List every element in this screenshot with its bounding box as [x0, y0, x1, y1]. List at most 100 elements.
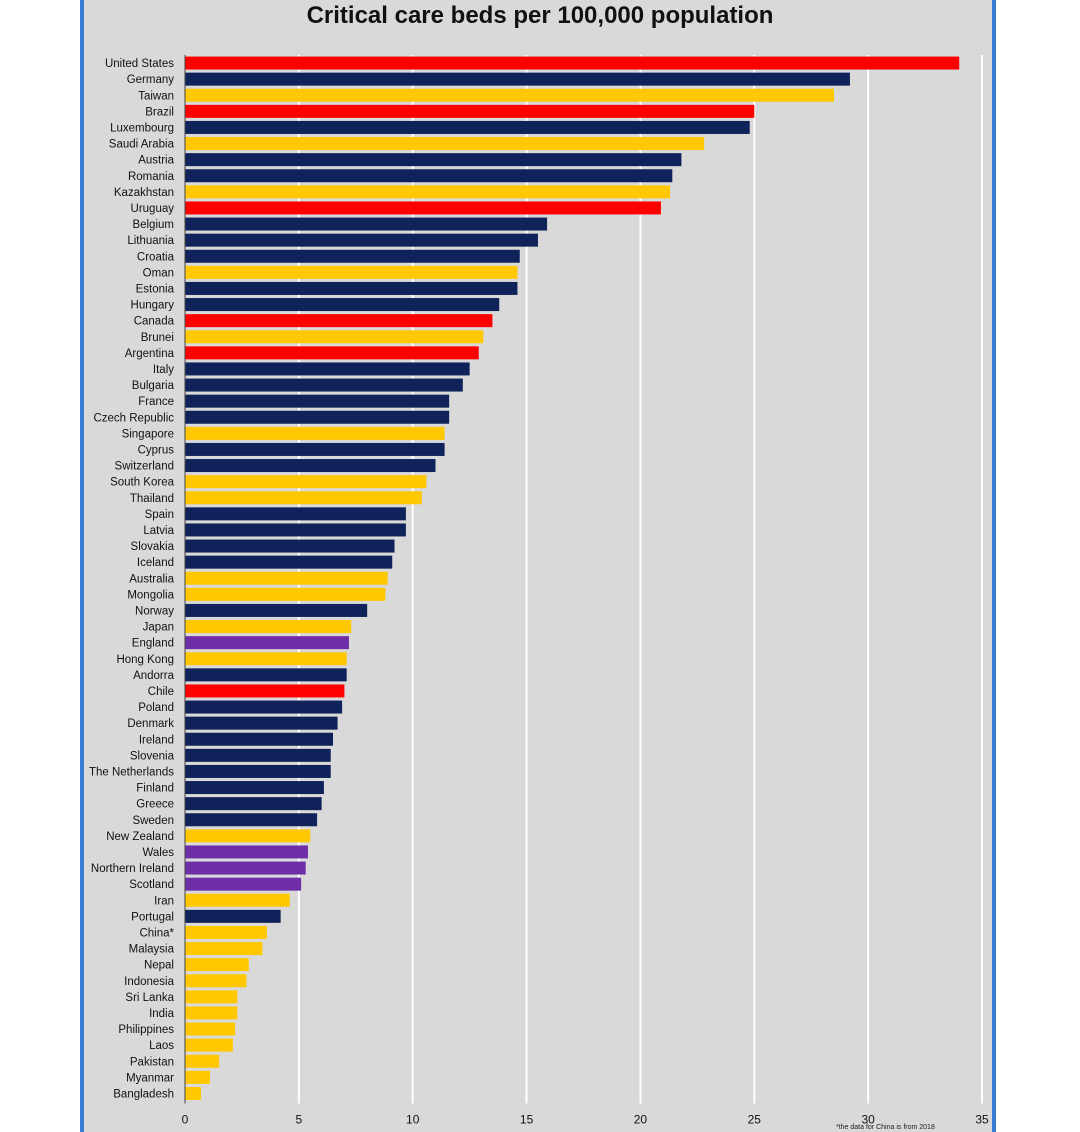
bar	[185, 88, 834, 102]
bar	[185, 845, 308, 859]
category-label: Slovakia	[131, 541, 175, 553]
bar	[185, 716, 338, 730]
x-tick-label: 35	[975, 1113, 989, 1127]
category-label: Iran	[154, 895, 174, 907]
category-label: Oman	[143, 267, 174, 279]
bar	[185, 378, 463, 392]
category-label: Austria	[138, 155, 174, 167]
category-label: Croatia	[137, 251, 175, 263]
category-label: Slovenia	[130, 750, 175, 762]
bar	[185, 153, 682, 167]
bar	[185, 1086, 201, 1100]
category-label: Estonia	[136, 283, 175, 295]
category-label: Chile	[148, 686, 174, 698]
category-label: Argentina	[125, 348, 175, 360]
category-label: Belgium	[132, 219, 174, 231]
category-label: Cyprus	[138, 444, 175, 456]
category-label: Portugal	[131, 911, 174, 923]
category-label: Singapore	[122, 428, 174, 440]
bar	[185, 539, 395, 553]
bar	[185, 603, 368, 617]
bar	[185, 217, 548, 231]
category-label: Bangladesh	[113, 1088, 174, 1100]
x-tick-label: 0	[182, 1113, 189, 1127]
bar	[185, 1038, 233, 1052]
bar	[185, 56, 960, 70]
bar	[185, 459, 436, 473]
category-label: Lithuania	[127, 235, 174, 247]
bar	[185, 877, 302, 891]
category-label: Germany	[127, 74, 175, 86]
x-tick-label: 25	[748, 1113, 762, 1127]
bar	[185, 893, 290, 907]
bar	[185, 523, 406, 537]
x-tick-label: 5	[296, 1113, 303, 1127]
bar	[185, 1022, 236, 1036]
bar	[185, 314, 493, 328]
bar	[185, 829, 311, 843]
bar	[185, 72, 850, 86]
category-label: Laos	[149, 1040, 174, 1052]
bar	[185, 587, 386, 601]
category-label: The Netherlands	[89, 766, 174, 778]
bar	[185, 507, 406, 521]
category-label: Bulgaria	[132, 380, 175, 392]
category-label: Spain	[145, 509, 174, 521]
bar	[185, 748, 331, 762]
category-label: Sri Lanka	[125, 992, 174, 1004]
bar	[185, 1006, 238, 1020]
category-label: United States	[105, 58, 174, 70]
chart-footnote: *the data for China is from 2018	[836, 1124, 935, 1131]
category-label: Denmark	[127, 718, 174, 730]
category-label: Malaysia	[129, 944, 175, 956]
bar	[185, 298, 500, 312]
bar	[185, 652, 347, 666]
category-label: South Korea	[110, 477, 175, 489]
category-label: Romania	[128, 171, 175, 183]
bar	[185, 571, 388, 585]
x-tick-label: 20	[634, 1113, 648, 1127]
category-label: Brunei	[141, 332, 174, 344]
category-label: Japan	[143, 622, 174, 634]
category-label: Poland	[138, 702, 174, 714]
bar	[185, 410, 450, 424]
category-label: Italy	[153, 364, 174, 376]
bar	[185, 958, 249, 972]
bar	[185, 346, 479, 360]
category-label: Luxembourg	[110, 122, 174, 134]
bar	[185, 1070, 211, 1084]
bar	[185, 861, 306, 875]
bar	[185, 442, 445, 456]
category-label: India	[149, 1008, 175, 1020]
category-label: Finland	[136, 783, 174, 795]
bar	[185, 620, 352, 634]
category-label: Northern Ireland	[91, 863, 174, 875]
bar	[185, 974, 247, 988]
bar	[185, 636, 349, 650]
bar	[185, 925, 267, 939]
category-label: Latvia	[143, 525, 174, 537]
bar	[185, 330, 484, 344]
category-label: Switzerland	[115, 461, 174, 473]
bar	[185, 700, 343, 714]
bar	[185, 137, 705, 151]
bar	[185, 265, 518, 279]
category-label: Kazakhstan	[114, 187, 174, 199]
bar	[185, 781, 324, 795]
category-label: France	[138, 396, 174, 408]
category-label: Canada	[134, 316, 175, 328]
bar	[185, 169, 673, 183]
category-label: Wales	[142, 847, 174, 859]
category-label: Myanmar	[126, 1072, 174, 1084]
bar	[185, 555, 393, 569]
category-label: Czech Republic	[93, 412, 174, 424]
category-label: Philippines	[118, 1024, 174, 1036]
bar	[185, 249, 520, 263]
bar	[185, 426, 445, 440]
category-label: Brazil	[145, 106, 174, 118]
category-label: Australia	[129, 573, 174, 585]
bar	[185, 281, 518, 295]
category-label: Norway	[135, 605, 174, 617]
x-tick-label: 15	[520, 1113, 534, 1127]
